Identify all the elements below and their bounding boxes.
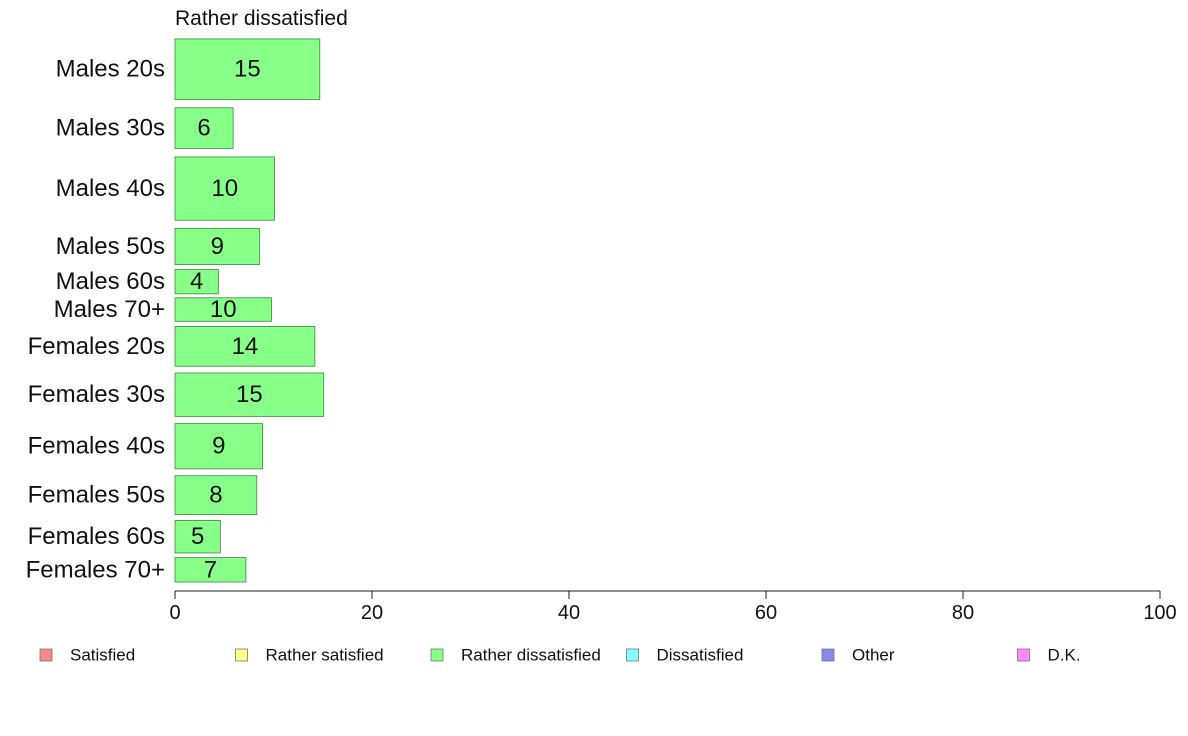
legend-label: Rather dissatisfied xyxy=(461,646,601,665)
bar-value-label: 14 xyxy=(232,333,259,360)
chart-title: Rather dissatisfied xyxy=(175,7,348,30)
legend-swatch xyxy=(430,648,444,662)
category-label: Females 60s xyxy=(28,523,165,550)
category-label: Males 20s xyxy=(56,56,165,83)
category-label: Females 40s xyxy=(28,433,165,460)
legend-item: Dissatisfied xyxy=(626,646,744,665)
x-tick-label: 80 xyxy=(952,602,974,624)
category-label: Females 30s xyxy=(28,381,165,408)
bar xyxy=(174,372,325,417)
bar xyxy=(174,38,321,100)
category-label: Males 60s xyxy=(56,268,165,295)
x-axis: 0 20 40 60 80 100 xyxy=(169,590,1177,624)
bar-value-label: 5 xyxy=(191,523,204,550)
legend-swatch xyxy=(39,648,53,662)
legend-swatch xyxy=(821,648,835,662)
bar-value-label: 9 xyxy=(212,433,225,460)
bar xyxy=(174,326,316,367)
bar-value-label: 15 xyxy=(236,381,263,408)
x-tick-label: 60 xyxy=(755,602,777,624)
category-labels: Males 20s Males 30s Males 40s Males 50s Male… xyxy=(26,56,165,584)
x-tick-label: 0 xyxy=(169,602,180,624)
legend-item: Satisfied xyxy=(39,646,135,665)
legend-swatch xyxy=(235,648,248,662)
legend-label: Other xyxy=(852,646,895,665)
bar-value-label: 6 xyxy=(197,115,210,142)
x-tick-label: 100 xyxy=(1143,602,1176,624)
bar xyxy=(174,423,264,470)
category-label: Males 30s xyxy=(56,115,165,142)
category-label: Females 70+ xyxy=(26,556,165,583)
category-label: Males 70+ xyxy=(54,296,165,323)
bar-value-label: 9 xyxy=(211,233,224,260)
legend-label: Rather satisfied xyxy=(266,646,384,665)
bar-value-label: 10 xyxy=(211,175,238,202)
legend-label: D.K. xyxy=(1048,646,1081,665)
legend-item: Rather satisfied xyxy=(235,646,384,665)
legend-swatch xyxy=(626,648,639,662)
bar xyxy=(174,156,275,221)
bar xyxy=(174,297,272,322)
bar-value-label: 7 xyxy=(204,556,217,583)
legend-item: Rather dissatisfied xyxy=(430,646,601,665)
legend: Satisfied Rather satisfied Rather dissatis… xyxy=(39,646,1081,665)
category-label: Males 50s xyxy=(56,233,165,260)
bar xyxy=(174,269,219,295)
category-label: Females 20s xyxy=(28,333,165,360)
bar xyxy=(174,107,234,149)
legend-swatch xyxy=(1017,648,1030,662)
x-tick-label: 20 xyxy=(361,602,383,624)
legend-label: Satisfied xyxy=(70,646,135,665)
legend-item: Other xyxy=(821,646,895,665)
legend-label: Dissatisfied xyxy=(657,646,744,665)
x-tick-label: 40 xyxy=(558,602,580,624)
bar-value-label: 15 xyxy=(234,56,261,83)
bar xyxy=(174,227,261,265)
legend-item: D.K. xyxy=(1017,646,1081,665)
bar xyxy=(174,519,221,554)
category-label: Males 40s xyxy=(56,175,165,202)
bar-value-label: 4 xyxy=(190,268,203,295)
category-label: Females 50s xyxy=(28,482,165,509)
bar-value-label: 10 xyxy=(210,296,237,323)
bar xyxy=(174,557,247,583)
bar xyxy=(174,475,258,515)
bar-value-label: 8 xyxy=(209,482,222,509)
